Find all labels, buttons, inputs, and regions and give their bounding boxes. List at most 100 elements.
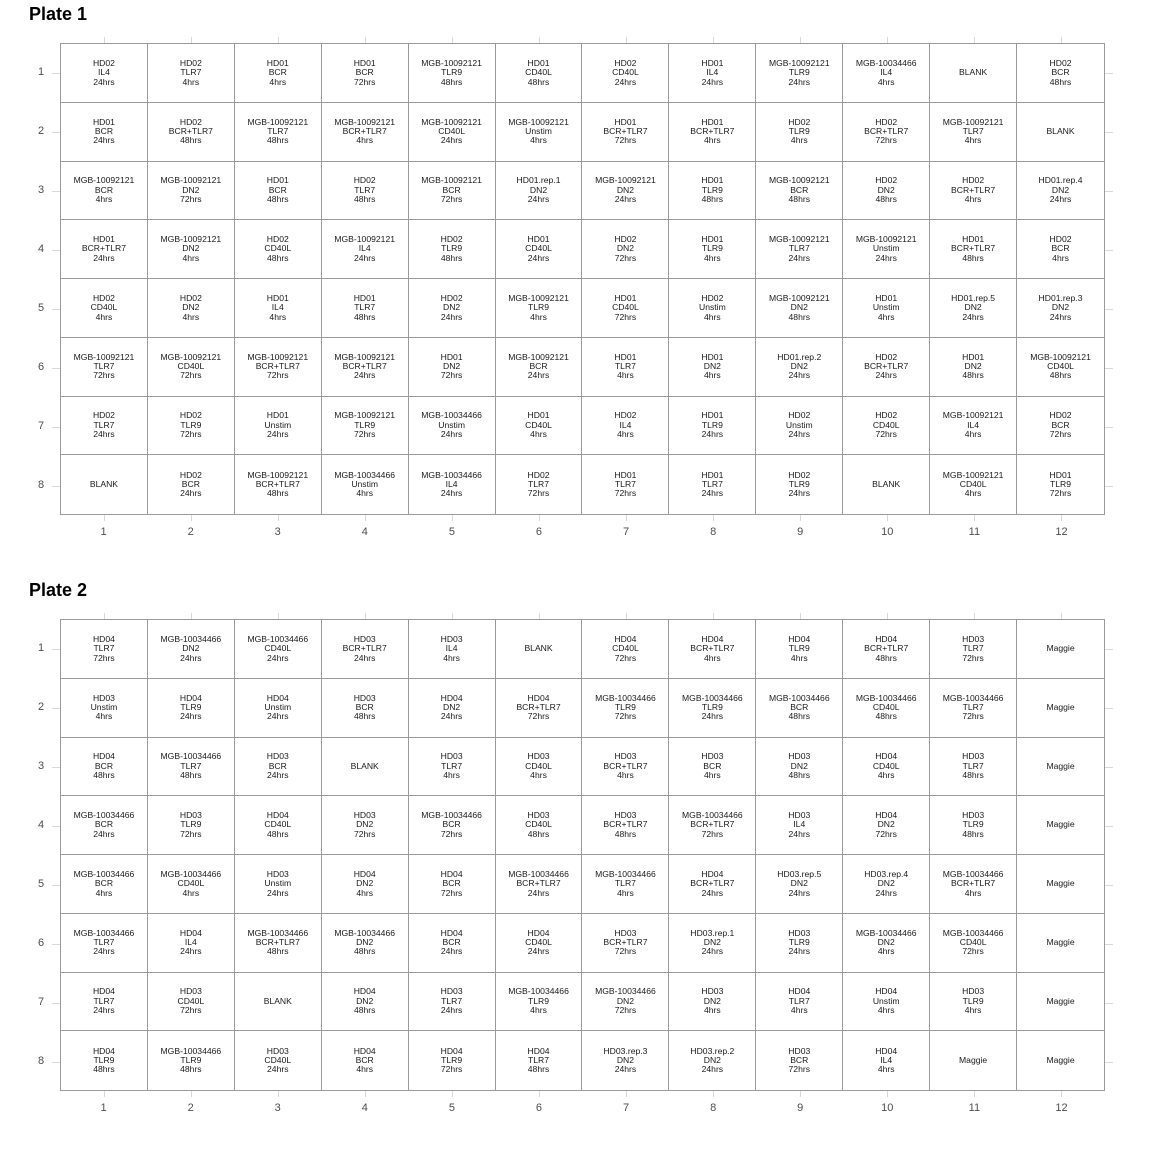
well-label-line: HD02 (1049, 410, 1072, 421)
column-tick (974, 515, 976, 521)
plate-well: MGB-10034466 BCR+TLR7 72hrs (669, 796, 757, 855)
well-label-line: MGB-10092121 (508, 116, 569, 127)
row-label: 6 (37, 360, 45, 373)
well-label-line: HD04 (179, 692, 202, 703)
plate-well: HD01 TLR9 72hrs (1017, 455, 1104, 514)
well-label-line: HD01 (614, 351, 637, 362)
well-label-line: HD04 (92, 633, 115, 644)
well-label-line: 24hrs (701, 429, 724, 440)
well-label-line: MGB-10092121 (247, 351, 309, 362)
column-label: 1 (100, 1102, 107, 1114)
well-label-line: BCR (1051, 67, 1070, 78)
well-label-line: 4hrs (964, 135, 982, 146)
well-label-line: HD01.rep.5 (951, 292, 996, 303)
well-label-line: TLR7 (614, 478, 636, 489)
plate-well: MGB-10034466 TLR7 4hrs (582, 855, 670, 914)
well-label-line: HD02 (788, 116, 811, 127)
plate-well: HD04 TLR7 72hrs (61, 620, 148, 679)
well-label-line: TLR7 (614, 360, 636, 371)
well-label-line: MGB-10034466 (595, 986, 656, 997)
well-label-line: 72hrs (1049, 488, 1072, 499)
well-label-line: IL4 (445, 478, 458, 489)
well-label-line: HD03 (266, 751, 289, 762)
well-label-line: 48hrs (962, 828, 984, 839)
well-label-line: TLR7 (93, 419, 115, 430)
plate-well: HD02 BCR 4hrs (1017, 220, 1104, 279)
well-label-line: HD02 (875, 410, 898, 421)
well-label-line: HD02 (266, 234, 289, 245)
well-label-line: HD02 (440, 234, 463, 245)
well-label-line: MGB-10034466 (160, 868, 222, 879)
well-label-line: 4hrs (269, 76, 287, 87)
well-label-line: 72hrs (614, 311, 637, 322)
plate-well: MGB-10092121 IL4 24hrs (321, 220, 409, 279)
well-label-line: Unstim (525, 125, 552, 136)
well-label-line: MGB-10092121 (247, 469, 309, 480)
well-label-line: 4hrs (877, 946, 895, 957)
well-label-line: CD40L (525, 760, 552, 771)
well-label-line: TLR7 (93, 643, 115, 654)
well-label-line: Maggie (1046, 643, 1075, 654)
well-label-line: 48hrs (962, 370, 984, 381)
well-label-line: 24hrs (93, 828, 115, 839)
plate-well: HD03 TLR7 4hrs (408, 737, 496, 797)
well-label-line: BCR (790, 184, 809, 195)
well-label-line: 72hrs (440, 887, 463, 898)
well-label-line: MGB-10034466 (421, 410, 482, 421)
plate-well: HD01 TLR7 72hrs (582, 455, 670, 514)
plate-well: MGB-10092121 DN2 4hrs (147, 220, 235, 279)
well-label-line: HD01 (701, 57, 724, 68)
well-label-line: 24hrs (267, 652, 289, 663)
well-label-line: TLR9 (180, 701, 202, 712)
well-label-line: 48hrs (180, 770, 202, 781)
well-label-line: TLR9 (788, 643, 810, 654)
well-label-line: CD40L (90, 302, 118, 313)
column-tick (190, 1091, 192, 1097)
well-label-line: TLR9 (528, 302, 550, 313)
plate-well: HD04 TLR9 72hrs (409, 1031, 496, 1090)
well-label-line: CD40L (177, 995, 205, 1006)
well-label-line: HD03 (527, 810, 550, 821)
well-label-line: 24hrs (701, 488, 724, 499)
well-label-line: TLR7 (962, 125, 984, 136)
column-label: 5 (448, 526, 455, 538)
well-label-line: 24hrs (180, 652, 202, 663)
plate-title: Plate 1 (29, 4, 88, 24)
well-label-line: CD40L (525, 819, 552, 830)
plate-well: HD01 BCR+TLR7 24hrs (61, 220, 148, 279)
well-label-line: HD01 (701, 175, 724, 186)
well-label-line: 72hrs (180, 828, 202, 839)
well-label-line: DN2 (356, 819, 374, 830)
column-tick (277, 37, 279, 43)
well-label-line: TLR9 (441, 243, 463, 254)
plate-well: HD02 BCR+TLR7 4hrs (930, 161, 1018, 221)
well-label-line: 24hrs (440, 488, 463, 499)
plate-well: MGB-10092121 TLR9 4hrs (495, 279, 583, 338)
column-tick (974, 1091, 976, 1097)
well-label-line: Unstim (351, 478, 379, 489)
well-label-line: HD02 (179, 469, 202, 480)
well-label-line: TLR7 (614, 878, 636, 889)
plate-well: HD04 TLR7 24hrs (61, 972, 148, 1032)
row-label: 5 (37, 877, 45, 890)
column-tick (626, 613, 628, 619)
well-label-line: CD40L (438, 125, 465, 136)
well-label-line: Maggie (959, 1054, 988, 1065)
well-label-line: 24hrs (353, 252, 376, 263)
plate-well: HD01.rep.5 DN2 24hrs (930, 279, 1018, 338)
plate-well: MGB-10034466 BCR 72hrs (408, 796, 496, 855)
well-label-line: HD04 (527, 1045, 550, 1056)
well-label-line: DN2 (703, 1054, 721, 1065)
row-label: 8 (37, 478, 45, 491)
well-label-line: DN2 (790, 760, 808, 771)
row-tick (1105, 190, 1113, 192)
well-label-line: MGB-10092121 (1030, 351, 1091, 362)
well-label-line: HD04 (701, 633, 724, 644)
plate-well: HD03 TLR9 72hrs (147, 796, 235, 855)
column-tick (451, 515, 453, 521)
well-label-line: 72hrs (962, 946, 984, 957)
plate-well: HD04 CD40L 72hrs (582, 620, 670, 679)
well-label-line: HD01 (701, 469, 724, 480)
well-label-line: HD02 (440, 292, 463, 303)
well-label-line: 48hrs (353, 1005, 376, 1016)
